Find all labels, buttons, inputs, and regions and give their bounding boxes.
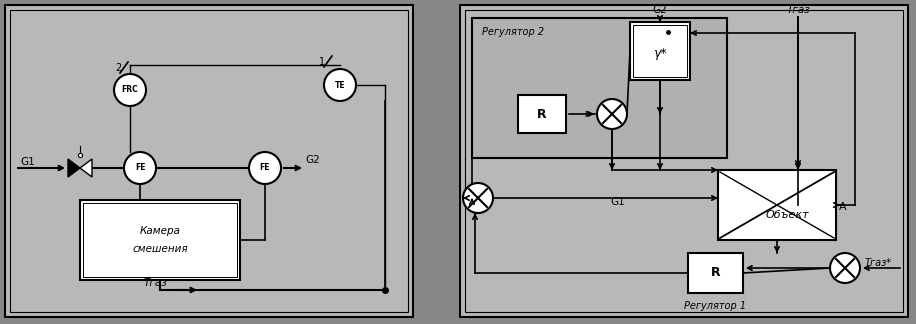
Text: Регулятор 1: Регулятор 1 <box>684 301 747 311</box>
Text: Тгаз: Тгаз <box>786 5 810 15</box>
Text: G1: G1 <box>611 197 626 207</box>
Circle shape <box>463 183 493 213</box>
Bar <box>5 5 413 317</box>
Bar <box>83 203 237 277</box>
Circle shape <box>124 152 156 184</box>
Text: FE: FE <box>260 164 270 172</box>
Bar <box>10 10 408 312</box>
Circle shape <box>830 253 860 283</box>
Bar <box>718 170 836 240</box>
Text: γ*: γ* <box>653 48 667 61</box>
Bar <box>460 5 908 317</box>
Circle shape <box>249 152 281 184</box>
Text: R: R <box>537 108 547 121</box>
Text: Тгаз*: Тгаз* <box>865 258 892 268</box>
Bar <box>518 95 566 133</box>
Text: Тгаз: Тгаз <box>143 278 167 288</box>
Text: 2: 2 <box>114 63 121 73</box>
Polygon shape <box>68 159 80 177</box>
Text: TE: TE <box>334 80 345 89</box>
Circle shape <box>324 69 356 101</box>
Bar <box>472 18 727 158</box>
Text: смешения: смешения <box>132 244 188 254</box>
Text: Регулятор 2: Регулятор 2 <box>482 27 544 37</box>
Text: R: R <box>711 267 720 280</box>
Bar <box>465 10 903 312</box>
Bar <box>80 200 240 280</box>
Circle shape <box>114 74 146 106</box>
Circle shape <box>597 99 627 129</box>
Text: G2: G2 <box>306 155 321 165</box>
Text: Камера: Камера <box>139 226 180 236</box>
Bar <box>630 22 690 80</box>
Text: FRC: FRC <box>122 86 138 95</box>
Text: Объект: Объект <box>765 210 809 220</box>
Text: FE: FE <box>135 164 146 172</box>
Text: G1: G1 <box>21 157 36 167</box>
Text: G2: G2 <box>652 5 668 15</box>
Polygon shape <box>80 159 92 177</box>
Bar <box>633 25 687 77</box>
Text: A: A <box>839 202 846 212</box>
Bar <box>688 253 743 293</box>
Text: 1: 1 <box>319 57 325 67</box>
